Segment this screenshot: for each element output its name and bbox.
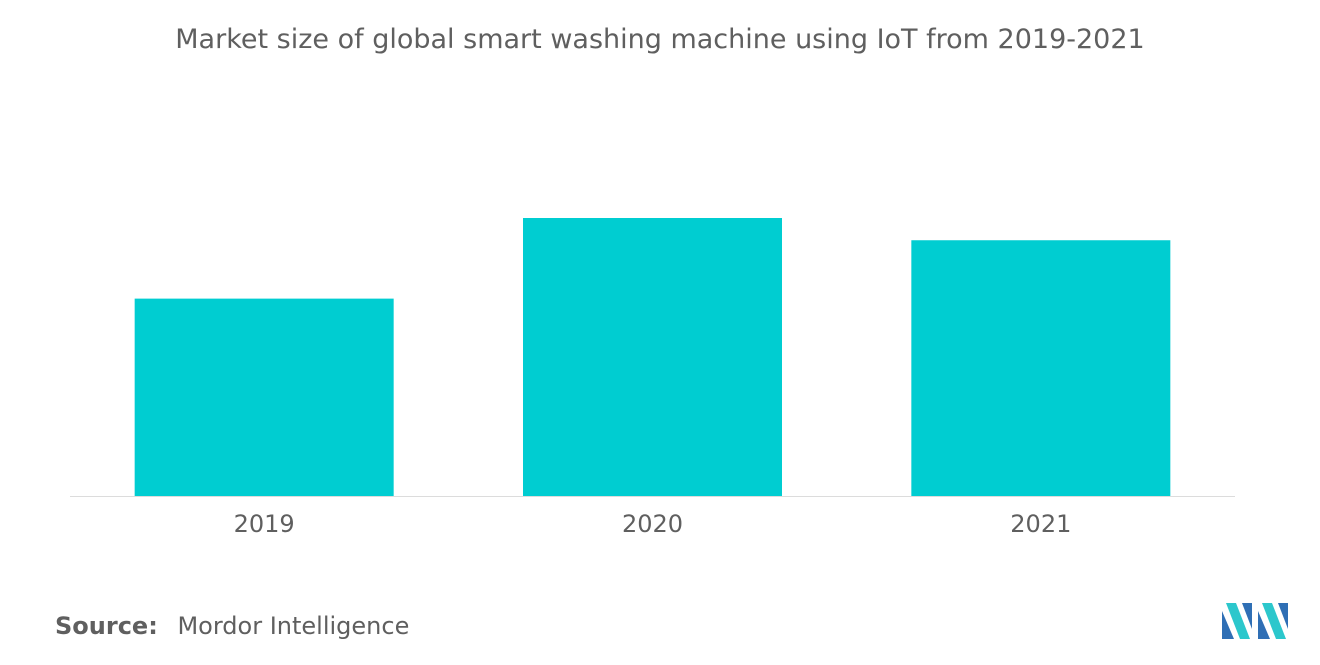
bar-2021 [911, 240, 1171, 496]
bar-2019 [134, 298, 394, 496]
x-tick-label-2019: 2019 [234, 510, 295, 538]
chart-title: Market size of global smart washing mach… [175, 24, 1145, 55]
bar-2020 [523, 218, 782, 496]
x-tick-label-2021: 2021 [1010, 510, 1071, 538]
source-label: Source: [55, 612, 158, 640]
mordor-intelligence-logo-icon [1222, 603, 1288, 639]
source-line: Source: Mordor Intelligence [55, 612, 409, 640]
x-tick-label-2020: 2020 [622, 510, 683, 538]
source-value: Mordor Intelligence [177, 612, 410, 640]
